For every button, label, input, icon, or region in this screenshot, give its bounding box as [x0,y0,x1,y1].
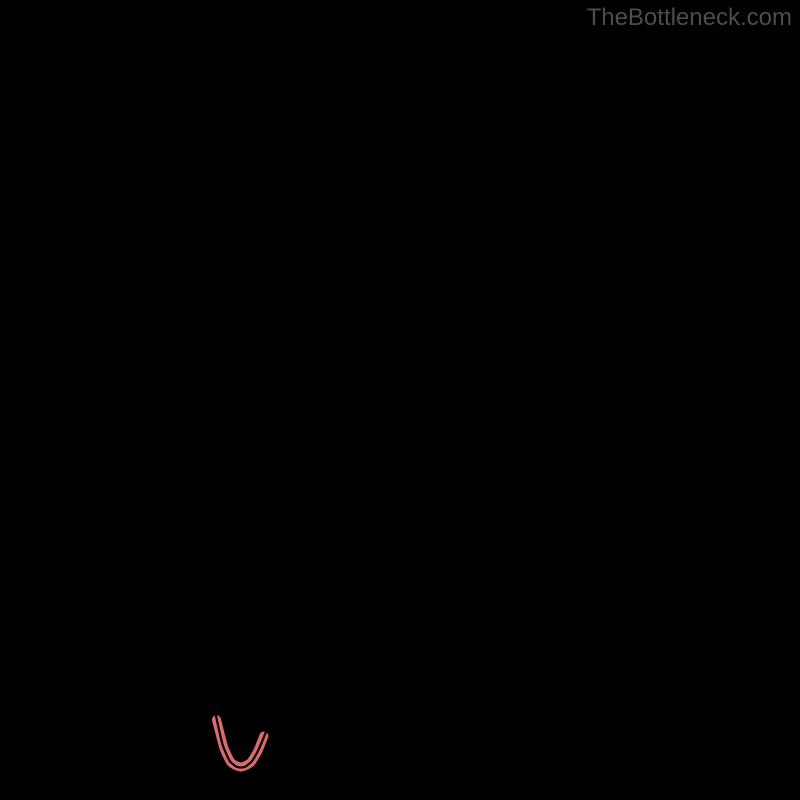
plot-background [30,30,770,770]
watermark-text: TheBottleneck.com [587,4,792,32]
chart-frame: TheBottleneck.com [0,0,800,800]
chart-svg [0,0,800,800]
